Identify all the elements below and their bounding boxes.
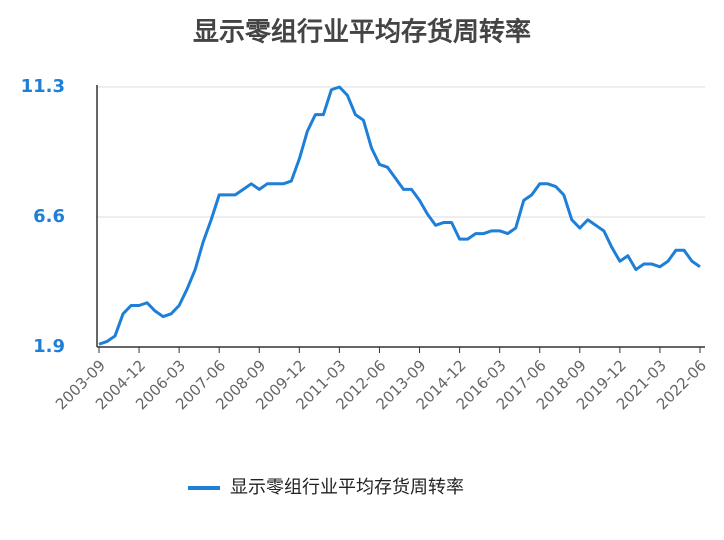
legend-label: 显示零组行业平均存货周转率: [230, 477, 464, 498]
y-tick-label: 6.6: [33, 206, 65, 227]
data-line: [98, 85, 701, 346]
legend-item: 显示零组行业平均存货周转率: [188, 477, 464, 498]
y-tick-label: 1.9: [33, 336, 65, 357]
y-tick-label: 11.3: [21, 76, 65, 97]
chart-title: 显示零组行业平均存货周转率: [193, 17, 531, 48]
